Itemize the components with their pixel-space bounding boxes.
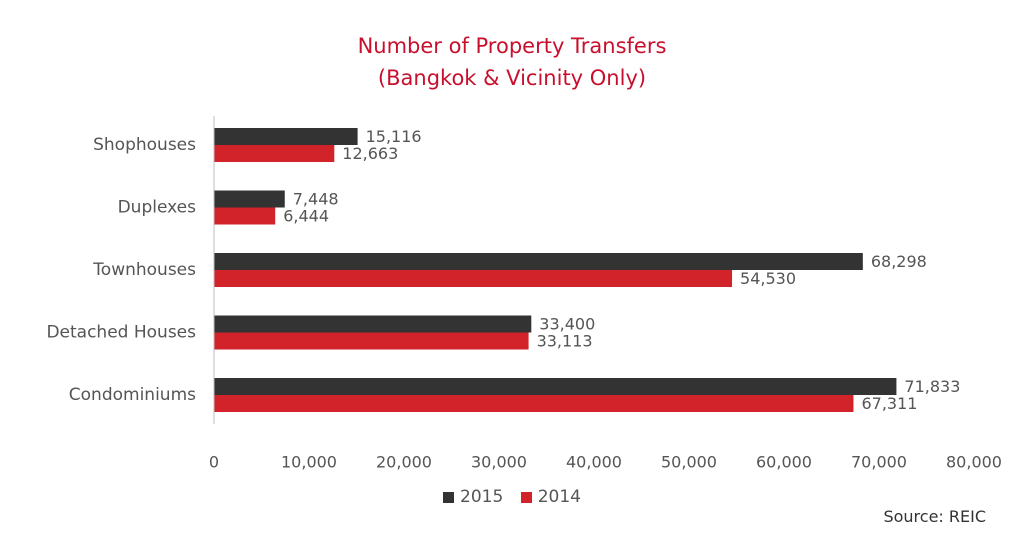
data-label-2015: 7,448 xyxy=(293,190,339,209)
category-label: Townhouses xyxy=(92,260,196,280)
chart-subtitle: (Bangkok & Vicinity Only) xyxy=(377,66,647,90)
data-label-2014: 12,663 xyxy=(342,144,398,163)
bar-2014 xyxy=(214,145,335,162)
category-label: Detached Houses xyxy=(46,323,196,343)
x-tick-label: 20,000 xyxy=(376,453,432,472)
legend-label-2015: 2015 xyxy=(460,487,504,507)
legend-item-2015: 2015 xyxy=(443,487,503,507)
bar-2015 xyxy=(214,315,532,333)
legend: 2015 2014 xyxy=(0,487,1024,507)
x-tick-label: 10,000 xyxy=(281,453,337,472)
bar-2015 xyxy=(214,190,285,208)
bar-2014 xyxy=(214,207,276,225)
data-label-2014: 67,311 xyxy=(861,394,917,413)
data-label-2014: 6,444 xyxy=(283,207,329,226)
bar-2015 xyxy=(214,253,863,270)
category-label: Duplexes xyxy=(118,198,197,218)
x-tick-label: 40,000 xyxy=(566,453,622,472)
bar-2015 xyxy=(214,128,358,145)
source-note: Source: REIC xyxy=(883,507,986,526)
x-tick-label: 80,000 xyxy=(946,453,1002,472)
x-tick-label: 30,000 xyxy=(471,453,527,472)
data-label-2015: 71,833 xyxy=(904,377,960,396)
chart-title-line: Number of Property Transfers xyxy=(357,34,667,58)
legend-item-2014: 2014 xyxy=(520,487,581,507)
x-tick-label: 50,000 xyxy=(661,453,717,472)
data-label-2015: 33,400 xyxy=(539,315,595,334)
bar-2015 xyxy=(214,378,897,395)
data-label-2015: 68,298 xyxy=(871,252,927,271)
legend-swatch-2014 xyxy=(520,492,532,503)
data-label-2015: 15,116 xyxy=(366,127,422,146)
bar-2014 xyxy=(214,270,733,287)
x-tick-label: 60,000 xyxy=(756,453,812,472)
x-tick-label: 0 xyxy=(209,453,219,472)
legend-label-2014: 2014 xyxy=(537,487,581,507)
category-label: Condominiums xyxy=(69,385,196,405)
chart-title: Number of Property Transfers (Bangkok & … xyxy=(0,30,1024,94)
data-label-2014: 54,530 xyxy=(740,269,796,288)
bar-2014 xyxy=(214,395,854,412)
legend-swatch-2015 xyxy=(443,492,455,503)
category-label: Shophouses xyxy=(93,135,196,155)
bar-2014 xyxy=(214,332,529,350)
data-label-2014: 33,113 xyxy=(537,332,593,351)
x-tick-label: 70,000 xyxy=(851,453,907,472)
